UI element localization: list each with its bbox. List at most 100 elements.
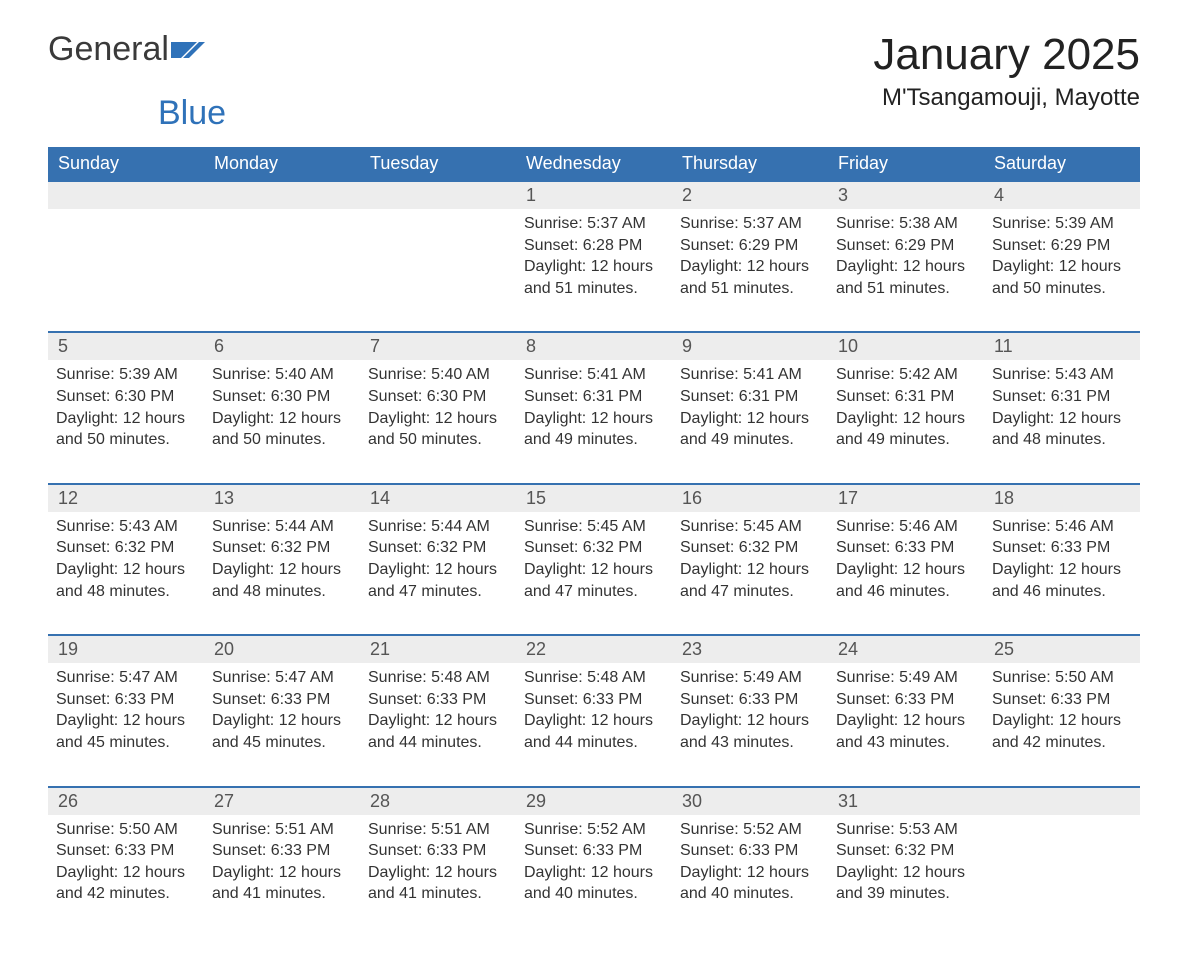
sunset-text: Sunset: 6:33 PM <box>524 840 664 862</box>
sunset-text: Sunset: 6:33 PM <box>992 689 1132 711</box>
col-saturday: Saturday <box>984 147 1140 181</box>
sunrise-text: Sunrise: 5:44 AM <box>368 516 508 538</box>
day-details: Sunrise: 5:50 AMSunset: 6:33 PMDaylight:… <box>992 667 1132 753</box>
calendar-cell: 5 Sunrise: 5:39 AMSunset: 6:30 PMDaylight… <box>48 332 204 483</box>
day-number: 9 <box>672 333 828 360</box>
calendar-cell: 7Sunrise: 5:40 AMSunset: 6:30 PMDaylight… <box>360 332 516 483</box>
daylight-text: Daylight: 12 hours and 51 minutes. <box>680 256 820 299</box>
calendar-cell: 28Sunrise: 5:51 AMSunset: 6:33 PMDayligh… <box>360 787 516 937</box>
sunset-text: Sunset: 6:28 PM <box>524 235 664 257</box>
day-details: Sunrise: 5:43 AMSunset: 6:32 PMDaylight:… <box>56 516 196 602</box>
calendar-cell: 26Sunrise: 5:50 AMSunset: 6:33 PMDayligh… <box>48 787 204 937</box>
col-monday: Monday <box>204 147 360 181</box>
day-details: Sunrise: 5:47 AMSunset: 6:33 PMDaylight:… <box>212 667 352 753</box>
daylight-text: Daylight: 12 hours and 46 minutes. <box>836 559 976 602</box>
day-number: 3 <box>828 182 984 209</box>
day-details: Sunrise: 5:46 AMSunset: 6:33 PMDaylight:… <box>992 516 1132 602</box>
calendar-cell: 1 Sunrise: 5:37 AMSunset: 6:28 PMDaylight… <box>516 181 672 332</box>
sunset-text: Sunset: 6:32 PM <box>836 840 976 862</box>
sunrise-text: Sunrise: 5:45 AM <box>524 516 664 538</box>
logo-flag-icon <box>169 30 207 69</box>
daylight-text: Daylight: 12 hours and 50 minutes. <box>56 408 196 451</box>
sunrise-text: Sunrise: 5:49 AM <box>680 667 820 689</box>
sunset-text: Sunset: 6:31 PM <box>992 386 1132 408</box>
day-details: Sunrise: 5:47 AMSunset: 6:33 PMDaylight:… <box>56 667 196 753</box>
sunset-text: Sunset: 6:33 PM <box>212 689 352 711</box>
calendar-cell: 24Sunrise: 5:49 AMSunset: 6:33 PMDayligh… <box>828 635 984 786</box>
col-friday: Friday <box>828 147 984 181</box>
day-details: Sunrise: 5:44 AMSunset: 6:32 PMDaylight:… <box>212 516 352 602</box>
daylight-text: Daylight: 12 hours and 48 minutes. <box>56 559 196 602</box>
day-number: 21 <box>360 636 516 663</box>
sunset-text: Sunset: 6:33 PM <box>368 689 508 711</box>
sunset-text: Sunset: 6:33 PM <box>680 689 820 711</box>
daynum-empty <box>204 182 360 209</box>
daylight-text: Daylight: 12 hours and 40 minutes. <box>680 862 820 905</box>
sunset-text: Sunset: 6:29 PM <box>836 235 976 257</box>
sunrise-text: Sunrise: 5:47 AM <box>56 667 196 689</box>
day-number: 31 <box>828 788 984 815</box>
daynum-empty <box>360 182 516 209</box>
daylight-text: Daylight: 12 hours and 50 minutes. <box>368 408 508 451</box>
sunrise-text: Sunrise: 5:46 AM <box>836 516 976 538</box>
calendar-cell: 27Sunrise: 5:51 AMSunset: 6:33 PMDayligh… <box>204 787 360 937</box>
day-number: 1 <box>516 182 672 209</box>
day-number: 5 <box>48 333 204 360</box>
day-details: Sunrise: 5:41 AMSunset: 6:31 PMDaylight:… <box>680 364 820 450</box>
sunset-text: Sunset: 6:32 PM <box>368 537 508 559</box>
calendar-cell: 6Sunrise: 5:40 AMSunset: 6:30 PMDaylight… <box>204 332 360 483</box>
sunrise-text: Sunrise: 5:44 AM <box>212 516 352 538</box>
calendar-cell: 12 Sunrise: 5:43 AMSunset: 6:32 PMDayligh… <box>48 484 204 635</box>
day-details: Sunrise: 5:39 AMSunset: 6:29 PMDaylight:… <box>992 213 1132 299</box>
daylight-text: Daylight: 12 hours and 46 minutes. <box>992 559 1132 602</box>
daylight-text: Daylight: 12 hours and 41 minutes. <box>212 862 352 905</box>
day-number: 30 <box>672 788 828 815</box>
day-number: 26 <box>48 788 204 815</box>
daylight-text: Daylight: 12 hours and 41 minutes. <box>368 862 508 905</box>
month-title: January 2025 <box>873 30 1140 80</box>
calendar-cell: 23 Sunrise: 5:49 AMSunset: 6:33 PMDayligh… <box>672 635 828 786</box>
day-details: Sunrise: 5:39 AMSunset: 6:30 PMDaylight:… <box>56 364 196 450</box>
calendar-row: 26 Sunrise: 5:50 AM Sunset: 6:33 PM Dayligh… <box>48 787 1140 937</box>
day-number: 20 <box>204 636 360 663</box>
calendar-cell: 10Sunrise: 5:42 AMSunset: 6:31 PMDayligh… <box>828 332 984 483</box>
daylight-text: Daylight: 12 hours and 43 minutes. <box>680 710 820 753</box>
daynum-empty <box>984 788 1140 815</box>
daylight-text: Daylight: 12 hours and 45 minutes. <box>56 710 196 753</box>
title-block: January 2025 M'Tsangamouji, Mayotte <box>873 30 1140 124</box>
calendar-cell: 3Sunrise: 5:38 AMSunset: 6:29 PMDaylight… <box>828 181 984 332</box>
sunrise-text: Sunrise: 5:45 AM <box>680 516 820 538</box>
sunrise-text: Sunrise: 5:50 AM <box>992 667 1132 689</box>
sunset-text: Sunset: 6:32 PM <box>680 537 820 559</box>
calendar-row: 1Sunrise: 5:37 AMSunset: 6:28 PMDaylight… <box>48 181 1140 332</box>
col-sunday: Sunday <box>48 147 204 181</box>
calendar-cell <box>984 787 1140 937</box>
daylight-text: Daylight: 12 hours and 51 minutes. <box>524 256 664 299</box>
sunrise-text: Sunrise: 5:50 AM <box>56 819 196 841</box>
daylight-text: Daylight: 12 hours and 49 minutes. <box>680 408 820 451</box>
daylight-text: Daylight: 12 hours and 45 minutes. <box>212 710 352 753</box>
day-details: Sunrise: 5:42 AMSunset: 6:31 PMDaylight:… <box>836 364 976 450</box>
sunrise-text: Sunrise: 5:38 AM <box>836 213 976 235</box>
day-number: 12 <box>48 485 204 512</box>
daylight-text: Daylight: 12 hours and 47 minutes. <box>680 559 820 602</box>
day-number: 23 <box>672 636 828 663</box>
sunrise-text: Sunrise: 5:51 AM <box>368 819 508 841</box>
calendar-header: Sunday Monday Tuesday Wednesday Thursday… <box>48 147 1140 181</box>
logo-word1: General <box>48 30 169 69</box>
sunrise-text: Sunrise: 5:51 AM <box>212 819 352 841</box>
daylight-text: Daylight: 12 hours and 47 minutes. <box>368 559 508 602</box>
day-number: 19 <box>48 636 204 663</box>
sunset-text: Sunset: 6:29 PM <box>992 235 1132 257</box>
day-number: 15 <box>516 485 672 512</box>
day-details: Sunrise: 5:45 AMSunset: 6:32 PMDaylight:… <box>524 516 664 602</box>
day-details: Sunrise: 5:51 AMSunset: 6:33 PMDaylight:… <box>368 819 508 905</box>
calendar-cell: 16Sunrise: 5:45 AMSunset: 6:32 PMDayligh… <box>672 484 828 635</box>
day-details: Sunrise: 5:37 AMSunset: 6:29 PMDaylight:… <box>680 213 820 299</box>
daylight-text: Daylight: 12 hours and 48 minutes. <box>992 408 1132 451</box>
sunrise-text: Sunrise: 5:37 AM <box>524 213 664 235</box>
calendar-row: 19Sunrise: 5:47 AMSunset: 6:33 PMDayligh… <box>48 635 1140 786</box>
sunrise-text: Sunrise: 5:37 AM <box>680 213 820 235</box>
daylight-text: Daylight: 12 hours and 49 minutes. <box>524 408 664 451</box>
daylight-text: Daylight: 12 hours and 48 minutes. <box>212 559 352 602</box>
